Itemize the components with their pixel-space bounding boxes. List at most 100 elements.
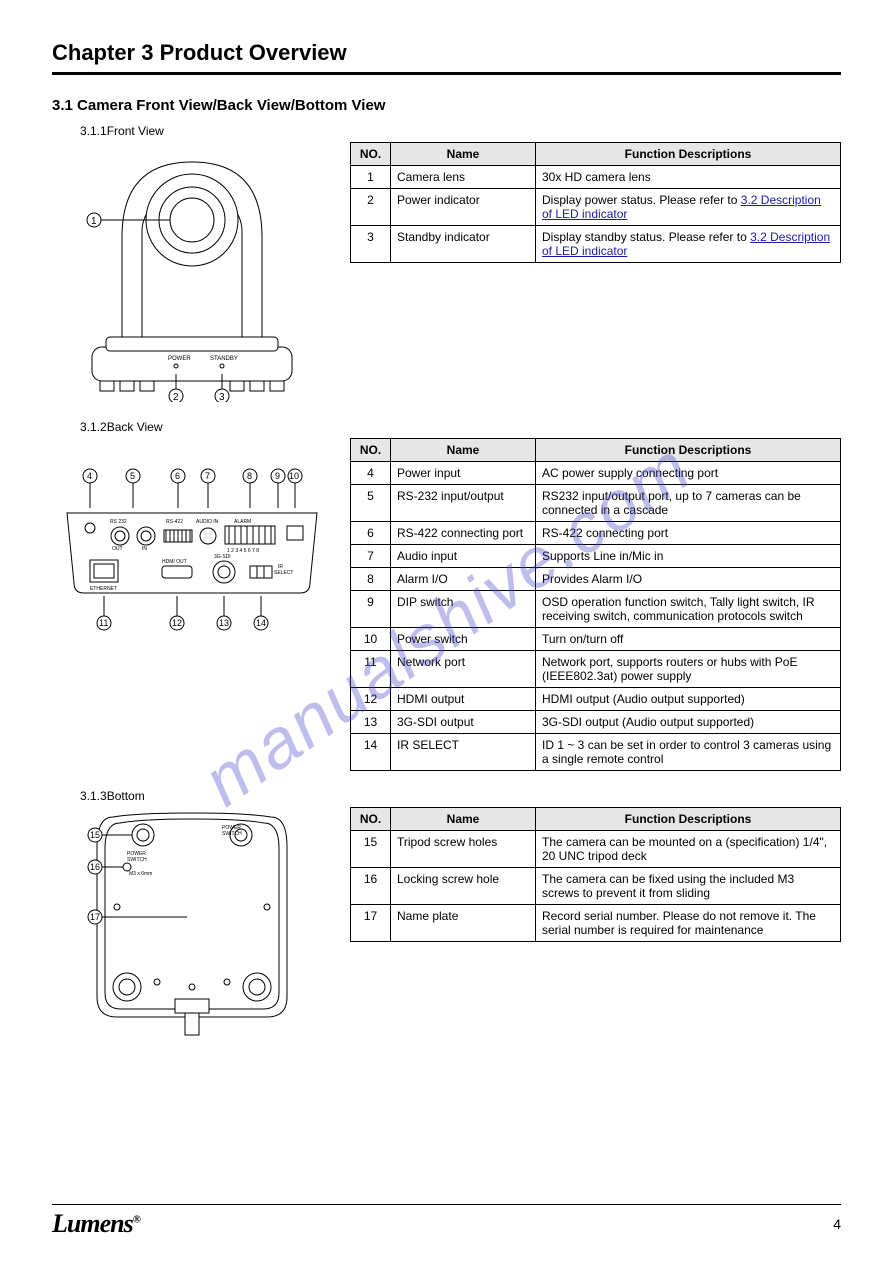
cell-no: 13 (351, 711, 391, 734)
camera-back-figure: 1 2 3 4 5 6 7 8 ETHERNET HDMI OUT 3G-SDI… (62, 468, 322, 598)
svg-text:13: 13 (219, 618, 229, 628)
table-row: 10Power switchTurn on/turn off (351, 628, 841, 651)
svg-text:AUDIO IN: AUDIO IN (196, 519, 219, 525)
cell-no: 1 (351, 166, 391, 189)
cell-no: 4 (351, 462, 391, 485)
svg-text:STANDBY: STANDBY (210, 356, 238, 362)
table-row: 6RS-422 connecting portRS-422 connecting… (351, 522, 841, 545)
cell-func: AC power supply connecting port (536, 462, 841, 485)
page-number: 4 (833, 1216, 841, 1232)
cell-no: 7 (351, 545, 391, 568)
table-row: 15Tripod screw holesThe camera can be mo… (351, 831, 841, 868)
th-func: Function Descriptions (536, 439, 841, 462)
xref-link[interactable]: 3.2 Description of LED indicator (542, 230, 830, 258)
cell-no: 6 (351, 522, 391, 545)
svg-text:HDMI OUT: HDMI OUT (162, 559, 187, 565)
cell-func: Display standby status. Please refer to … (536, 226, 841, 263)
cell-func: Record serial number. Please do not remo… (536, 905, 841, 942)
table-row: 4Power inputAC power supply connecting p… (351, 462, 841, 485)
cell-no: 16 (351, 868, 391, 905)
svg-text:8: 8 (247, 471, 252, 481)
svg-text:1 2 3 4 5 6 7 8: 1 2 3 4 5 6 7 8 (227, 548, 259, 554)
cell-func: ID 1 ~ 3 can be set in order to control … (536, 734, 841, 771)
cell-func: The camera can be fixed using the includ… (536, 868, 841, 905)
cell-name: Locking screw hole (391, 868, 536, 905)
cell-name: Tripod screw holes (391, 831, 536, 868)
cell-func: OSD operation function switch, Tally lig… (536, 591, 841, 628)
svg-text:9: 9 (275, 471, 280, 481)
cell-no: 17 (351, 905, 391, 942)
cell-no: 3 (351, 226, 391, 263)
title-rule (52, 72, 841, 75)
cell-name: Alarm I/O (391, 568, 536, 591)
cell-no: 5 (351, 485, 391, 522)
cell-no: 15 (351, 831, 391, 868)
cell-no: 11 (351, 651, 391, 688)
svg-text:14: 14 (256, 618, 266, 628)
cell-name: IR SELECT (391, 734, 536, 771)
svg-text:M3 x 6mm: M3 x 6mm (129, 871, 152, 877)
th-no: NO. (351, 808, 391, 831)
logo-r: ® (133, 1213, 140, 1225)
cell-no: 9 (351, 591, 391, 628)
cell-name: HDMI output (391, 688, 536, 711)
cell-func: RS232 input/output port, up to 7 cameras… (536, 485, 841, 522)
cell-func: Turn on/turn off (536, 628, 841, 651)
cell-name: Power indicator (391, 189, 536, 226)
chapter-title: Chapter 3 Product Overview (52, 40, 841, 66)
svg-text:5: 5 (130, 471, 135, 481)
svg-text:11: 11 (99, 618, 108, 628)
cell-no: 8 (351, 568, 391, 591)
th-no: NO. (351, 143, 391, 166)
logo-text: Lumens (52, 1209, 133, 1238)
table-row: 133G-SDI output3G-SDI output (Audio outp… (351, 711, 841, 734)
table-row: 9DIP switchOSD operation function switch… (351, 591, 841, 628)
table-row: 11Network portNetwork port, supports rou… (351, 651, 841, 688)
svg-text:SWITCH: SWITCH (222, 831, 242, 837)
cell-func: Supports Line in/Mic in (536, 545, 841, 568)
svg-text:POWER: POWER (168, 356, 191, 362)
table-row: 8Alarm I/OProvides Alarm I/O (351, 568, 841, 591)
brand-logo: Lumens® (52, 1209, 140, 1239)
cell-func: HDMI output (Audio output supported) (536, 688, 841, 711)
table-row: 5RS-232 input/outputRS232 input/output p… (351, 485, 841, 522)
cell-name: RS-232 input/output (391, 485, 536, 522)
cell-no: 14 (351, 734, 391, 771)
th-name: Name (391, 808, 536, 831)
th-name: Name (391, 143, 536, 166)
cell-func: RS-422 connecting port (536, 522, 841, 545)
svg-text:12: 12 (172, 618, 182, 628)
svg-text:4: 4 (87, 471, 92, 481)
table-row: 7Audio inputSupports Line in/Mic in (351, 545, 841, 568)
svg-text:SELECT: SELECT (274, 570, 293, 576)
th-name: Name (391, 439, 536, 462)
cell-func: Network port, supports routers or hubs w… (536, 651, 841, 688)
svg-text:ALARM: ALARM (234, 519, 251, 525)
svg-text:3: 3 (219, 392, 225, 402)
table-row: 2Power indicatorDisplay power status. Pl… (351, 189, 841, 226)
svg-text:10: 10 (289, 471, 299, 481)
camera-bottom-figure: POWER SWITCH POWER SWITCH M3 x 6mm 15 16… (87, 807, 297, 1067)
cell-no: 12 (351, 688, 391, 711)
table-row: 17Name plateRecord serial number. Please… (351, 905, 841, 942)
svg-text:16: 16 (90, 862, 100, 872)
svg-text:3G-SDI: 3G-SDI (214, 554, 231, 560)
svg-text:15: 15 (90, 830, 100, 840)
svg-text:RS 232: RS 232 (110, 519, 127, 525)
xref-link[interactable]: 3.2 Description of LED indicator (542, 193, 821, 221)
cell-func: 3G-SDI output (Audio output supported) (536, 711, 841, 734)
svg-text:7: 7 (205, 471, 210, 481)
cell-func: 30x HD camera lens (536, 166, 841, 189)
camera-front-figure: POWER STANDBY 1 2 3 (82, 142, 302, 402)
front-table: NO. Name Function Descriptions 1Camera l… (350, 142, 841, 263)
svg-text:6: 6 (175, 471, 180, 481)
back-subheading: 3.1.2Back View (80, 420, 841, 434)
cell-name: Power input (391, 462, 536, 485)
svg-text:SWITCH: SWITCH (127, 857, 147, 863)
th-func: Function Descriptions (536, 808, 841, 831)
table-row: 12HDMI outputHDMI output (Audio output s… (351, 688, 841, 711)
svg-text:IN: IN (142, 546, 147, 552)
front-subheading: 3.1.1Front View (80, 124, 841, 138)
svg-text:RS-422: RS-422 (166, 519, 183, 525)
cell-name: Audio input (391, 545, 536, 568)
